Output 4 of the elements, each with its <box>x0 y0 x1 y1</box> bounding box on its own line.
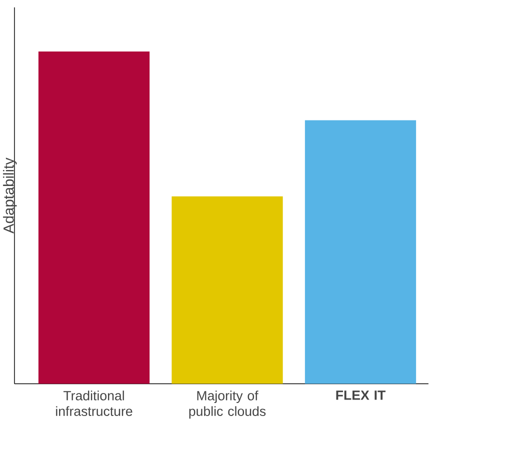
x-tick-label: Traditional infrastructure <box>56 390 132 416</box>
y-axis-title: Adaptability <box>3 157 17 234</box>
x-tick-label: FLEX IT <box>336 390 386 400</box>
x-tick-label: Majority of public clouds <box>189 390 266 418</box>
